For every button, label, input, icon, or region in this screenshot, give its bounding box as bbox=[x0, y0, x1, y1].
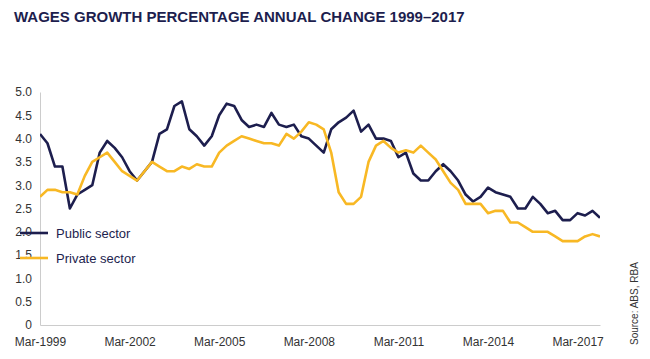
x-tick-label: Mar-1999 bbox=[15, 335, 67, 349]
y-tick-label: 1.5 bbox=[15, 248, 32, 262]
y-tick: 0 bbox=[25, 318, 40, 332]
legend-label: Public sector bbox=[56, 226, 131, 241]
x-tick-label: Mar-2014 bbox=[463, 335, 515, 349]
y-axis: 00.51.01.52.02.53.03.54.04.55.0 bbox=[15, 85, 40, 332]
x-tick: Mar-2008 bbox=[284, 325, 336, 349]
legend-label: Private sector bbox=[56, 251, 136, 266]
y-tick-label: 1.0 bbox=[15, 272, 32, 286]
x-tick-label: Mar-2011 bbox=[374, 335, 425, 349]
series-line bbox=[40, 122, 600, 241]
series-line bbox=[40, 101, 600, 220]
x-tick: Mar-2002 bbox=[104, 325, 156, 349]
y-tick-label: 4.5 bbox=[15, 109, 32, 123]
x-tick: Mar-2014 bbox=[463, 325, 515, 349]
y-tick: 4.5 bbox=[15, 109, 40, 123]
y-tick: 1.0 bbox=[15, 272, 40, 286]
y-tick: 4.0 bbox=[15, 132, 40, 146]
legend-swatch bbox=[20, 232, 48, 235]
y-tick: 2.5 bbox=[15, 202, 40, 216]
x-tick: Mar-1999 bbox=[15, 325, 67, 349]
legend-swatch bbox=[20, 257, 48, 260]
y-tick-label: 2.5 bbox=[15, 202, 32, 216]
x-tick-label: Mar-2005 bbox=[194, 335, 246, 349]
plot-area bbox=[40, 101, 600, 241]
x-tick-label: Mar-2002 bbox=[104, 335, 156, 349]
x-axis-line bbox=[41, 325, 601, 326]
title: WAGES GROWTH PERCENTAGE ANNUAL CHANGE 19… bbox=[14, 8, 465, 25]
y-tick-label: 5.0 bbox=[15, 85, 32, 99]
y-tick-label: 3.0 bbox=[15, 179, 32, 193]
source-note: Source: ABS, RBA bbox=[629, 262, 640, 345]
y-axis-line bbox=[40, 93, 41, 326]
y-tick-label: 3.5 bbox=[15, 155, 32, 169]
x-axis: Mar-1999 Mar-2002 Mar-2005 Mar-2008 Mar-2011… bbox=[15, 325, 604, 349]
y-tick: 5.0 bbox=[15, 85, 40, 99]
y-tick: 3.5 bbox=[15, 155, 40, 169]
x-tick-label: Mar-2017 bbox=[552, 335, 604, 349]
y-tick: 0.5 bbox=[15, 295, 40, 309]
y-tick-label: 0 bbox=[25, 318, 32, 332]
x-tick: Mar-2017 bbox=[552, 325, 604, 349]
y-tick-label: 0.5 bbox=[15, 295, 32, 309]
legend: Public sector Private sector bbox=[20, 226, 136, 266]
chart: WAGES GROWTH PERCENTAGE ANNUAL CHANGE 19… bbox=[0, 0, 650, 359]
x-tick-label: Mar-2008 bbox=[284, 335, 336, 349]
y-tick-label: 4.0 bbox=[15, 132, 32, 146]
y-tick: 3.0 bbox=[15, 179, 40, 193]
x-tick: Mar-2005 bbox=[194, 325, 246, 349]
y-tick: 1.5 bbox=[15, 248, 40, 262]
x-tick: Mar-2011 bbox=[374, 325, 425, 349]
